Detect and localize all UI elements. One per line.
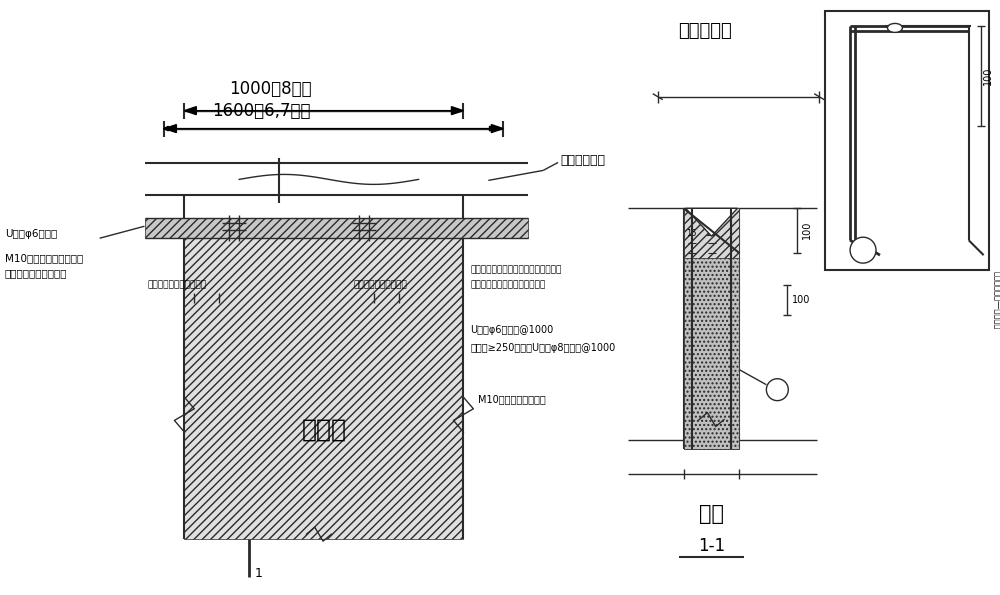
Polygon shape: [684, 208, 739, 449]
Text: 一皮额须砖所占空间尺寸: 一皮额须砖所占空间尺寸: [147, 281, 207, 290]
Circle shape: [766, 379, 788, 400]
Text: 1-1: 1-1: [698, 537, 725, 555]
Text: 混凝土梁或板: 混凝土梁或板: [560, 154, 605, 167]
Polygon shape: [145, 218, 528, 238]
Text: 1600（6,7度）: 1600（6,7度）: [212, 102, 311, 120]
Text: 当墙宽≥250时，为U折型φ8拉结筋@1000: 当墙宽≥250时，为U折型φ8拉结筋@1000: [470, 343, 616, 353]
Text: M10膨胀水泥砂浆塡实，: M10膨胀水泥砂浆塡实，: [5, 253, 83, 263]
Text: 1000（8度）: 1000（8度）: [229, 80, 312, 98]
Text: ①: ①: [858, 245, 868, 255]
Text: 一皮顶砼所占空间尺寸: 一皮顶砼所占空间尺寸: [354, 281, 408, 290]
Text: 墙宽: 墙宽: [699, 504, 724, 524]
Ellipse shape: [887, 23, 902, 32]
Circle shape: [850, 237, 876, 263]
Polygon shape: [451, 107, 463, 115]
Bar: [825, 11, 989, 270]
Text: 混凝土砖或顶层砖斜塗，必须连块塞總: 混凝土砖或顶层砖斜塗，必须连块塞總: [470, 265, 562, 275]
Text: U折型φ6拉结筋: U折型φ6拉结筋: [5, 229, 57, 239]
Polygon shape: [684, 258, 739, 449]
Text: U折型φ6拉结筋@1000: U折型φ6拉结筋@1000: [470, 325, 554, 335]
Text: ①: ①: [773, 385, 782, 394]
Text: 填充墙: 填充墙: [301, 418, 346, 441]
Text: 梁宽或板宽: 梁宽或板宽: [678, 22, 731, 40]
Text: 并陡斜顶一次居气完成: 并陡斜顶一次居气完成: [5, 268, 67, 278]
Polygon shape: [164, 124, 176, 133]
Text: M10膨胀水泥砂浆塡实: M10膨胀水泥砂浆塡实: [478, 394, 546, 405]
Text: 预埋锂筋长度—一次居厉: 预埋锂筋长度—一次居厉: [993, 271, 1000, 329]
Polygon shape: [686, 208, 737, 236]
Text: 15: 15: [706, 228, 716, 238]
Text: 100: 100: [792, 295, 811, 305]
Polygon shape: [184, 238, 463, 539]
Text: 100: 100: [983, 67, 993, 85]
Text: 100: 100: [802, 221, 812, 239]
Polygon shape: [184, 107, 196, 115]
Text: 15: 15: [686, 228, 696, 238]
Text: 1: 1: [255, 566, 263, 580]
Polygon shape: [491, 124, 503, 133]
Text: 满，相互压紧压实且与梁板压紧: 满，相互压紧压实且与梁板压紧: [470, 281, 546, 290]
